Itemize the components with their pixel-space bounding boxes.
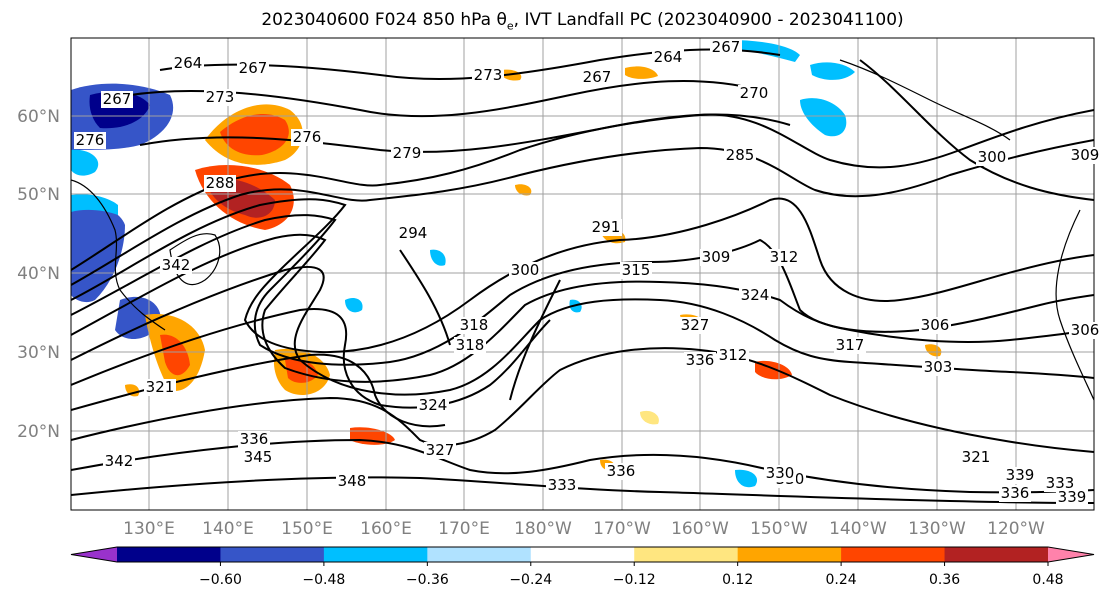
map-title: 2023040600 F024 850 hPa θe, IVT Landfall…	[261, 10, 904, 33]
longitude-label: 170°W	[593, 519, 651, 539]
contour-label: 318	[456, 336, 485, 354]
longitude-label: 150°W	[750, 519, 808, 539]
contour-label: 333	[1046, 474, 1075, 492]
contour-label: 267	[583, 68, 612, 86]
contour-label: 345	[244, 448, 273, 466]
contour-label: 333	[548, 476, 577, 494]
contour-label: 309	[1071, 146, 1100, 164]
contour-label: 285	[726, 146, 755, 164]
contour-label: 300	[978, 148, 1007, 166]
contour-label: 306	[1071, 321, 1100, 339]
contour-label: 342	[105, 452, 134, 470]
longitude-label: 130°E	[123, 519, 175, 539]
contour-label: 321	[146, 378, 175, 396]
contour-label: 339	[1006, 466, 1035, 484]
colorbar-segment	[220, 547, 325, 562]
longitude-label: 160°E	[360, 519, 412, 539]
colorbar-tick-label: 0.24	[826, 572, 857, 588]
contour-label: 336	[686, 351, 715, 369]
contour-label: 264	[174, 54, 203, 72]
contour-label: 270	[740, 84, 769, 102]
contour-label: 342	[162, 256, 191, 274]
colorbar-segment	[634, 547, 739, 562]
contour-label: 273	[206, 88, 235, 106]
colorbar-segment	[530, 547, 635, 562]
contour-label: 317	[836, 336, 865, 354]
colorbar-tick-label: −0.24	[509, 572, 552, 588]
colorbar-tick-label: −0.60	[199, 572, 242, 588]
longitude-label: 170°E	[438, 519, 490, 539]
contour-label: 327	[681, 316, 710, 334]
map-panel	[70, 37, 1095, 511]
contour-label: 300	[511, 261, 540, 279]
longitude-label: 160°W	[671, 519, 729, 539]
colorbar: −0.60 −0.48 −0.36 −0.24 −0.12 0.12 0.24 0.36 0.4…	[70, 546, 1095, 588]
contour-label: 312	[770, 248, 799, 266]
contour-label: 312	[719, 346, 748, 364]
contour-label: 336	[607, 462, 636, 480]
contour-label: 267	[239, 59, 268, 77]
coastlines	[71, 59, 1094, 401]
colorbar-segment	[944, 547, 1049, 562]
contour-label: 291	[592, 218, 621, 236]
longitude-label: 130°W	[908, 519, 966, 539]
colorbar-segment	[841, 547, 946, 562]
contour-label: 336	[240, 430, 269, 448]
longitude-label: 180°W	[514, 519, 572, 539]
colorbar-tick-label: 0.36	[929, 572, 960, 588]
colorbar-tick-label: −0.48	[302, 572, 345, 588]
contour-label: 336	[1001, 484, 1030, 502]
colorbar-tick-label: 0.48	[1032, 572, 1063, 588]
contour-label: 273	[474, 66, 503, 84]
contour-label: 279	[393, 144, 422, 162]
longitude-label: 120°W	[987, 519, 1045, 539]
contour-label: 288	[206, 174, 235, 192]
contour-label: 303	[924, 358, 953, 376]
contour-label: 309	[702, 248, 731, 266]
contour-label: 315	[622, 261, 651, 279]
contour-label: 267	[103, 90, 132, 108]
latitude-label: 40°N	[17, 264, 60, 284]
contour-label: 348	[338, 472, 367, 490]
contour-label: 276	[293, 128, 322, 146]
colorbar-segment	[427, 547, 532, 562]
contour-label: 318	[460, 316, 489, 334]
contour-label: 324	[419, 396, 448, 414]
longitude-label: 140°E	[202, 519, 254, 539]
colorbar-tick-label: −0.12	[613, 572, 656, 588]
latitude-label: 20°N	[17, 422, 60, 442]
longitude-labels: 130°E 140°E 150°E 160°E 170°E 180°W 170°W 160°W…	[123, 519, 1045, 539]
colorbar-segment	[117, 547, 221, 562]
colorbar-extend-low	[71, 547, 117, 562]
latitude-labels: 60°N 50°N 40°N 30°N 20°N	[17, 107, 60, 442]
colorbar-tick-label: −0.36	[406, 572, 449, 588]
longitude-label: 140°W	[829, 519, 887, 539]
contour-label: 327	[426, 441, 455, 459]
colorbar-segment	[737, 547, 842, 562]
contour-label: 264	[654, 48, 683, 66]
colorbar-extend-high	[1048, 547, 1094, 562]
colorbar-tick-label: 0.12	[722, 572, 753, 588]
latitude-label: 60°N	[17, 107, 60, 127]
contour-label: 294	[399, 224, 428, 242]
colorbar-segment	[323, 547, 428, 562]
contour-label: 267	[712, 38, 741, 56]
latitude-label: 50°N	[17, 185, 60, 205]
contour-label: 306	[921, 316, 950, 334]
contour-label: 276	[76, 131, 105, 149]
contour-label: 324	[741, 286, 770, 304]
contour-label: 321	[962, 448, 991, 466]
latitude-label: 30°N	[17, 343, 60, 363]
contour-label: 330	[766, 464, 795, 482]
contour-label: 339	[1058, 488, 1087, 506]
longitude-label: 150°E	[281, 519, 333, 539]
